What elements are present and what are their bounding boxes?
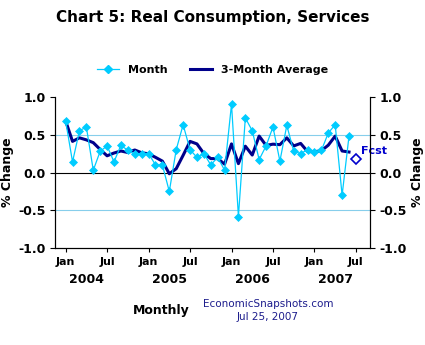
Text: Chart 5: Real Consumption, Services: Chart 5: Real Consumption, Services [56, 10, 369, 25]
Legend: Month, 3-Month Average: Month, 3-Month Average [93, 61, 332, 80]
Y-axis label: % Change: % Change [411, 138, 424, 207]
Text: 2006: 2006 [235, 273, 270, 286]
Text: EconomicSnapshots.com
Jul 25, 2007: EconomicSnapshots.com Jul 25, 2007 [202, 299, 333, 322]
Text: 2005: 2005 [152, 273, 187, 286]
Y-axis label: % Change: % Change [1, 138, 14, 207]
Text: 2004: 2004 [69, 273, 104, 286]
Text: Fcst: Fcst [361, 146, 387, 156]
Text: 2007: 2007 [318, 273, 353, 286]
Text: Monthly: Monthly [133, 304, 190, 317]
